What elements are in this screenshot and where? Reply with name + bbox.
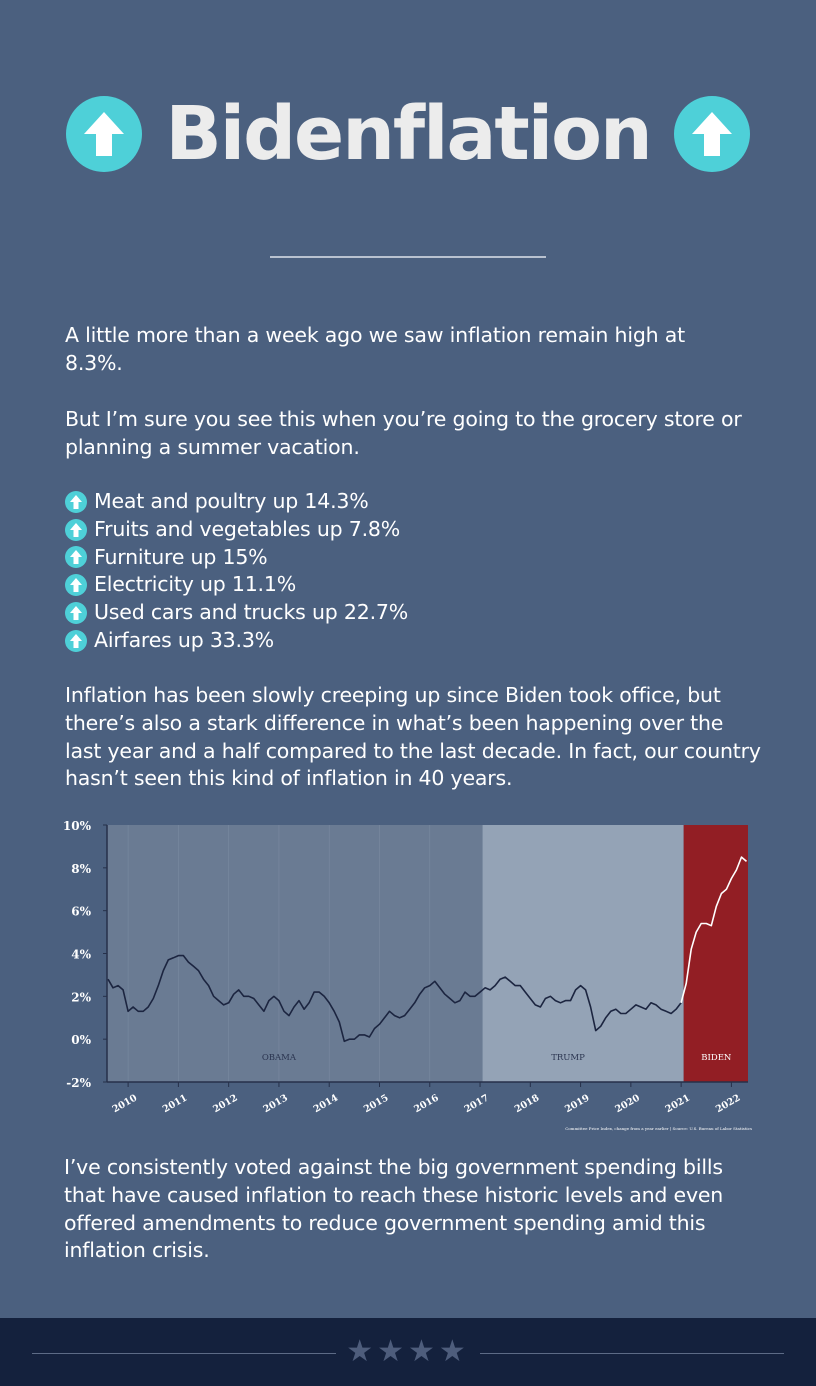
price-increase-item: Airfares up 33.3% — [65, 627, 408, 655]
price-increase-list: Meat and poultry up 14.3% Fruits and vege… — [65, 488, 408, 655]
era-label-biden: BIDEN — [701, 1053, 732, 1063]
y-tick-label: 4% — [71, 948, 91, 962]
footer: ★★★★ — [0, 1318, 816, 1386]
era-band-obama — [107, 825, 483, 1082]
price-increase-label: Electricity up 11.1% — [94, 572, 296, 597]
price-increase-item: Meat and poultry up 14.3% — [65, 488, 408, 516]
price-increase-item: Electricity up 11.1% — [65, 571, 408, 599]
up-arrow-icon — [65, 574, 87, 597]
header: Bidenflation — [66, 91, 750, 177]
price-increase-item: Used cars and trucks up 22.7% — [65, 599, 408, 627]
voted-paragraph: I’ve consistently voted against the big … — [64, 1155, 724, 1263]
price-increase-item: Furniture up 15% — [65, 544, 408, 572]
era-label-trump: TRUMP — [551, 1053, 585, 1063]
x-tick-label: 2019 — [563, 1092, 592, 1115]
x-tick-label: 2013 — [261, 1092, 289, 1115]
y-tick-label: 8% — [71, 862, 91, 876]
price-increase-item: Fruits and vegetables up 7.8% — [65, 516, 408, 544]
price-increase-label: Used cars and trucks up 22.7% — [94, 600, 409, 625]
era-band-trump — [482, 825, 684, 1082]
x-tick-label: 2018 — [513, 1092, 542, 1115]
x-tick-label: 2020 — [613, 1092, 642, 1115]
series-line-1 — [680, 856, 748, 1004]
x-tick-label: 2014 — [312, 1092, 341, 1115]
up-arrow-icon — [65, 518, 87, 541]
divider — [270, 256, 546, 258]
x-tick-label: 2017 — [463, 1092, 491, 1115]
up-arrow-icon — [65, 490, 87, 513]
inflation-chart-svg: 10% 8% 6% 4% 2% 0% -2% 2010 2011 2012 2013 2014 2015… — [63, 819, 752, 1131]
y-tick-label: 0% — [71, 1033, 91, 1047]
price-increase-label: Fruits and vegetables up 7.8% — [94, 516, 401, 541]
footer-divider-right — [480, 1353, 784, 1354]
y-tick-label: -2% — [66, 1076, 91, 1090]
price-increase-label: Furniture up 15% — [94, 544, 268, 569]
price-increase-label: Airfares up 33.3% — [94, 627, 274, 652]
x-tick-label: 2022 — [714, 1092, 742, 1115]
page: Bidenflation A little more than a week a… — [60, 91, 761, 1263]
series-line-0 — [107, 954, 682, 1043]
page-title: Bidenflation — [165, 91, 652, 177]
footer-divider-left — [32, 1353, 336, 1354]
star-icon-row: ★★★★ — [346, 1334, 470, 1369]
era-label-obama: OBAMA — [262, 1053, 297, 1063]
creeping-paragraph: Inflation has been slowly creeping up si… — [65, 683, 761, 791]
up-arrow-icon — [674, 96, 750, 172]
y-tick-label: 10% — [63, 819, 92, 833]
price-increase-label: Meat and poultry up 14.3% — [94, 489, 369, 513]
grocery-paragraph: But I’m sure you see this when you’re go… — [65, 407, 742, 459]
y-tick-label: 6% — [71, 905, 91, 919]
up-arrow-icon — [65, 602, 87, 625]
x-tick-label: 2010 — [111, 1092, 140, 1115]
source-note: Committee Price Index, change from a yea… — [565, 1126, 752, 1131]
y-tick-label: 2% — [71, 990, 91, 1004]
inflation-chart: 10% 8% 6% 4% 2% 0% -2% 2010 2011 2012 2013 2014 2015… — [60, 818, 756, 1136]
x-tick-label: 2021 — [664, 1092, 692, 1115]
up-arrow-icon — [65, 546, 87, 569]
x-tick-label: 2012 — [211, 1092, 239, 1115]
x-tick-label: 2015 — [362, 1092, 390, 1115]
x-tick-label: 2016 — [412, 1092, 441, 1115]
up-arrow-icon — [65, 629, 87, 652]
intro-paragraph: A little more than a week ago we saw inf… — [65, 323, 685, 375]
up-arrow-icon — [66, 96, 142, 172]
x-tick-label: 2011 — [161, 1092, 189, 1115]
